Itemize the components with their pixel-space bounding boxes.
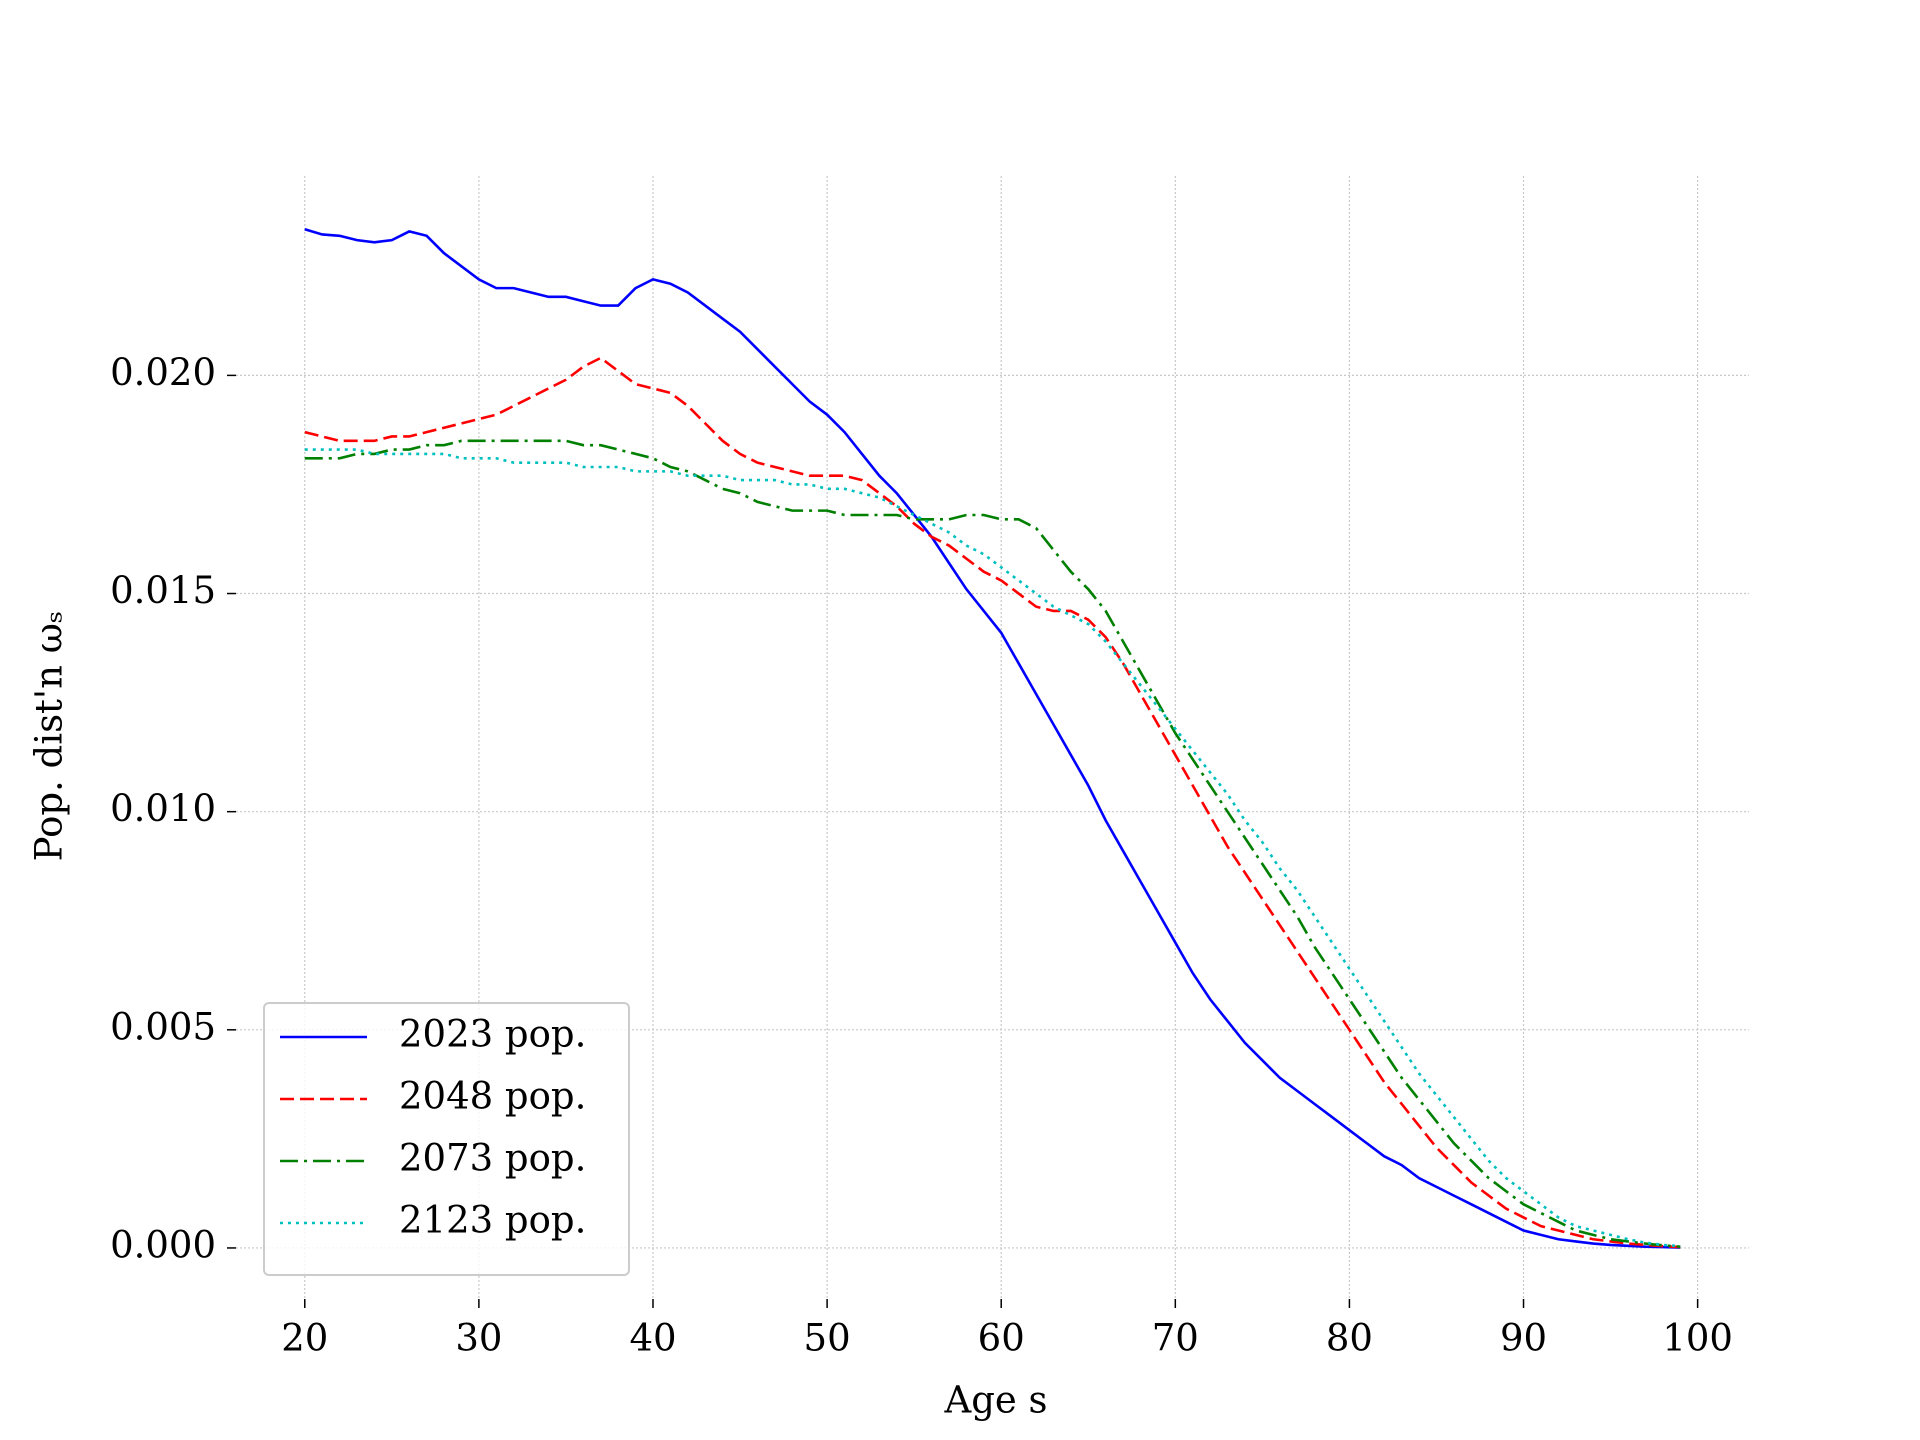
legend: 2023 pop. 2048 pop. 2073 pop. 2123 pop.: [263, 1002, 630, 1276]
x-tick-label: 60: [978, 1317, 1025, 1360]
y-tick-label: 0.010: [110, 787, 216, 830]
legend-label: 2123 pop.: [399, 1199, 586, 1242]
x-tick-label: 100: [1662, 1317, 1733, 1360]
x-tick-label: 50: [804, 1317, 851, 1360]
x-tick-label: 30: [455, 1317, 502, 1360]
y-tick-label: 0.020: [110, 351, 216, 394]
legend-box: [263, 1002, 630, 1276]
y-tick-label: 0.000: [110, 1223, 216, 1266]
x-tick-label: 90: [1500, 1317, 1547, 1360]
series-line: [304, 439, 1681, 1248]
x-tick-label: 20: [281, 1317, 328, 1360]
x-tick-label: 40: [629, 1317, 676, 1360]
x-axis-label: Age s: [943, 1379, 1047, 1422]
x-tick-label: 70: [1152, 1317, 1199, 1360]
legend-label: 2048 pop.: [399, 1075, 586, 1118]
y-tick-label: 0.015: [110, 569, 216, 612]
y-axis-label: Pop. dist'n ωₛ: [28, 611, 71, 862]
legend-label: 2073 pop.: [399, 1137, 586, 1180]
x-tick-label: 80: [1326, 1317, 1373, 1360]
y-tick-label: 0.005: [110, 1005, 216, 1048]
series-line: [304, 227, 1681, 1249]
legend-label: 2023 pop.: [399, 1013, 586, 1056]
